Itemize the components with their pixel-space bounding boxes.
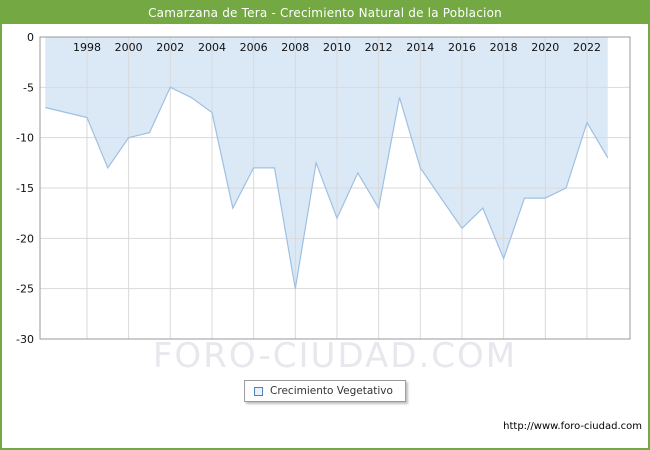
legend-label: Crecimiento Vegetativo bbox=[270, 385, 393, 397]
svg-text:-15: -15 bbox=[16, 182, 34, 195]
svg-text:-5: -5 bbox=[23, 81, 34, 94]
svg-text:2020: 2020 bbox=[531, 41, 559, 54]
svg-text:2010: 2010 bbox=[323, 41, 351, 54]
page-title: Camarzana de Tera - Crecimiento Natural … bbox=[2, 2, 648, 24]
svg-text:2008: 2008 bbox=[281, 41, 309, 54]
footer-url[interactable]: http://www.foro-ciudad.com bbox=[503, 421, 642, 432]
svg-text:2022: 2022 bbox=[573, 41, 601, 54]
svg-text:1998: 1998 bbox=[73, 41, 101, 54]
svg-text:0: 0 bbox=[27, 31, 34, 44]
svg-text:2016: 2016 bbox=[448, 41, 476, 54]
svg-text:2018: 2018 bbox=[490, 41, 518, 54]
svg-text:2000: 2000 bbox=[115, 41, 143, 54]
svg-text:-20: -20 bbox=[16, 232, 34, 245]
legend: Crecimiento Vegetativo bbox=[244, 380, 406, 402]
svg-text:-25: -25 bbox=[16, 283, 34, 296]
svg-text:2014: 2014 bbox=[406, 41, 434, 54]
svg-text:2004: 2004 bbox=[198, 41, 226, 54]
svg-text:-30: -30 bbox=[16, 333, 34, 346]
svg-text:2012: 2012 bbox=[365, 41, 393, 54]
legend-marker-icon bbox=[254, 386, 264, 396]
svg-text:2002: 2002 bbox=[156, 41, 184, 54]
svg-text:2006: 2006 bbox=[240, 41, 268, 54]
svg-text:-10: -10 bbox=[16, 132, 34, 145]
